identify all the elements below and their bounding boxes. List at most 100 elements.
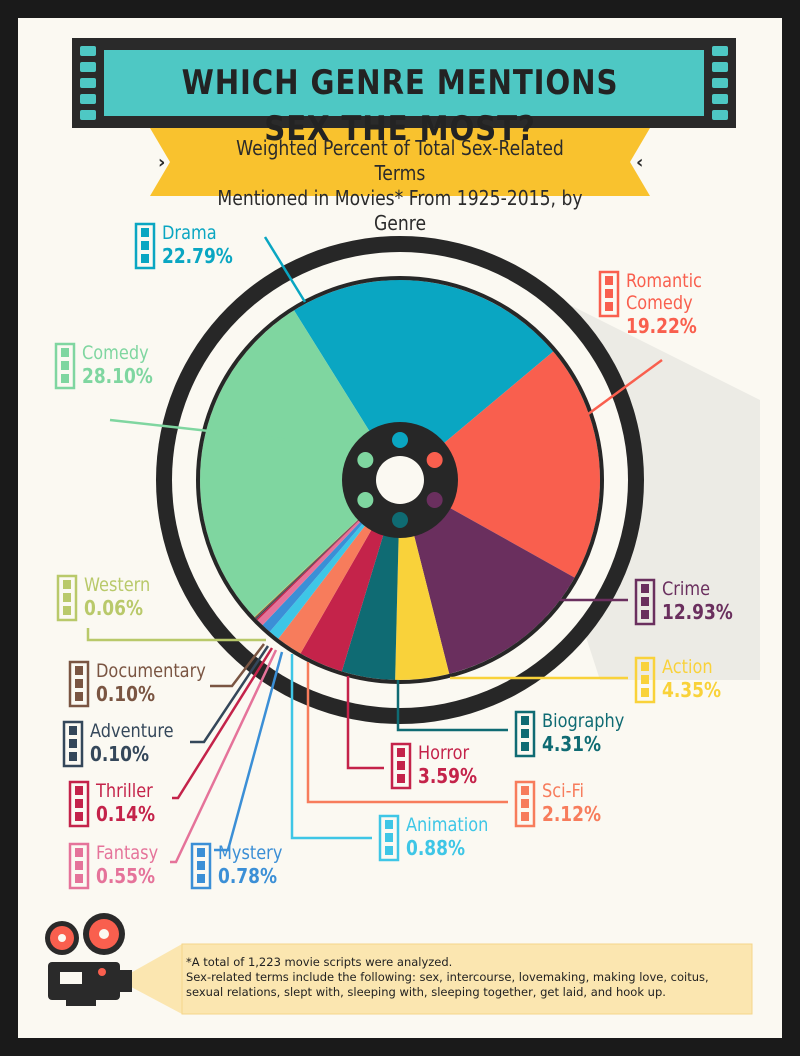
film-icon bbox=[514, 710, 536, 758]
slice-value: 3.59% bbox=[418, 764, 477, 788]
film-icon bbox=[54, 342, 76, 390]
leader-line-sci-fi bbox=[306, 662, 508, 804]
slice-value: 2.12% bbox=[542, 802, 601, 826]
hub-dot bbox=[357, 452, 374, 468]
footnote-box bbox=[118, 943, 753, 1015]
slice-romantic-comedy bbox=[400, 351, 600, 578]
reel-hub-hole bbox=[376, 456, 424, 504]
slice-name: Drama bbox=[162, 222, 217, 244]
hub-dot bbox=[426, 492, 443, 508]
label-documentary: Documentary 0.10% bbox=[96, 660, 206, 706]
subtitle-ribbon: › ‹ bbox=[150, 128, 650, 196]
label-mystery: Mystery 0.78% bbox=[218, 842, 282, 888]
slice-value: 0.88% bbox=[406, 836, 465, 860]
subtitle-line-1: Weighted Percent of Total Sex-Related Te… bbox=[236, 136, 564, 185]
footnote-line-1: *A total of 1,223 movie scripts were ana… bbox=[186, 955, 453, 969]
slice-value: 28.10% bbox=[82, 364, 153, 388]
film-icon bbox=[62, 720, 84, 768]
subtitle-line-2: Mentioned in Movies* From 1925-2015, by … bbox=[217, 186, 583, 235]
label-romantic-comedy: Romantic Comedy 19.22% bbox=[626, 270, 702, 338]
label-biography: Biography 4.31% bbox=[542, 710, 624, 756]
page-title: WHICH GENRE MENTIONS SEX THE MOST? bbox=[181, 63, 619, 149]
svg-text:›: › bbox=[158, 152, 165, 173]
label-crime: Crime 12.93% bbox=[662, 578, 733, 624]
slice-name: Horror bbox=[418, 742, 470, 764]
leader-line-romantic-comedy bbox=[579, 358, 663, 422]
slice-value: 4.35% bbox=[662, 678, 721, 702]
slice-comedy bbox=[200, 310, 400, 617]
hub-dot bbox=[392, 432, 408, 448]
film-icon bbox=[514, 780, 536, 828]
film-icon bbox=[68, 842, 90, 890]
film-icon bbox=[390, 742, 412, 790]
projector-icon bbox=[45, 913, 132, 1006]
slice-name: Adventure bbox=[90, 720, 174, 742]
slice-name: Fantasy bbox=[96, 842, 159, 864]
label-horror: Horror 3.59% bbox=[418, 742, 477, 788]
slice-name: Comedy bbox=[626, 292, 693, 314]
slice-name: Animation bbox=[406, 814, 489, 836]
leader-line-animation bbox=[290, 654, 372, 840]
slice-value: 22.79% bbox=[162, 244, 233, 268]
leader-line-thriller bbox=[172, 647, 274, 800]
film-icon bbox=[190, 842, 212, 890]
slice-name: Documentary bbox=[96, 660, 206, 682]
chart-subtitle: Weighted Percent of Total Sex-Related Te… bbox=[211, 136, 589, 236]
slice-name: Crime bbox=[662, 578, 711, 600]
slice-crime bbox=[400, 480, 575, 674]
svg-text:‹: ‹ bbox=[636, 152, 643, 173]
leader-line-adventure bbox=[190, 645, 270, 744]
label-drama: Drama 22.79% bbox=[162, 222, 233, 268]
footnote: *A total of 1,223 movie scripts were ana… bbox=[186, 955, 746, 1000]
leader-line-biography bbox=[396, 680, 508, 732]
label-western: Western 0.06% bbox=[84, 574, 150, 620]
label-animation: Animation 0.88% bbox=[406, 814, 488, 860]
slice-value: 0.10% bbox=[96, 682, 155, 706]
slice-name: Thriller bbox=[96, 780, 153, 802]
leader-line-drama bbox=[263, 236, 307, 303]
film-icon bbox=[68, 780, 90, 828]
slice-name: Western bbox=[84, 574, 151, 596]
label-action: Action 4.35% bbox=[662, 656, 721, 702]
label-adventure: Adventure 0.10% bbox=[90, 720, 174, 766]
slice-value: 0.55% bbox=[96, 864, 155, 888]
film-icon bbox=[134, 222, 156, 270]
slice-name: Romantic bbox=[626, 270, 702, 292]
film-icon bbox=[634, 578, 656, 626]
film-icon bbox=[68, 660, 90, 708]
slice-value: 4.31% bbox=[542, 732, 601, 756]
footnote-line-3: sexual relations, slept with, sleeping w… bbox=[186, 985, 666, 999]
film-icon bbox=[598, 270, 620, 318]
slice-name: Mystery bbox=[218, 842, 283, 864]
hub-dot bbox=[357, 492, 374, 508]
title-banner bbox=[72, 38, 736, 128]
film-icon bbox=[634, 656, 656, 704]
slice-drama bbox=[294, 279, 554, 480]
leader-line-comedy bbox=[109, 418, 291, 442]
film-icon bbox=[378, 814, 400, 862]
label-sci-fi: Sci-Fi 2.12% bbox=[542, 780, 601, 826]
slice-value: 0.78% bbox=[218, 864, 277, 888]
slice-value: 12.93% bbox=[662, 600, 733, 624]
label-fantasy: Fantasy 0.55% bbox=[96, 842, 158, 888]
slice-name: Sci-Fi bbox=[542, 780, 585, 802]
leader-line-horror bbox=[346, 676, 384, 770]
slice-value: 19.22% bbox=[626, 314, 697, 338]
slice-value: 0.10% bbox=[90, 742, 149, 766]
slice-value: 0.14% bbox=[96, 802, 155, 826]
label-thriller: Thriller 0.14% bbox=[96, 780, 155, 826]
slice-name: Comedy bbox=[82, 342, 149, 364]
slice-border bbox=[196, 276, 604, 684]
hub-dot bbox=[426, 452, 443, 468]
slice-name: Action bbox=[662, 656, 713, 678]
leader-line-documentary bbox=[210, 643, 265, 688]
hub-dot bbox=[392, 512, 408, 528]
footnote-line-2: Sex-related terms include the following:… bbox=[186, 970, 709, 984]
leader-line-fantasy bbox=[170, 649, 278, 864]
film-icon bbox=[56, 574, 78, 622]
slice-name: Biography bbox=[542, 710, 625, 732]
label-comedy: Comedy 28.10% bbox=[82, 342, 153, 388]
leader-line-western bbox=[86, 628, 266, 642]
